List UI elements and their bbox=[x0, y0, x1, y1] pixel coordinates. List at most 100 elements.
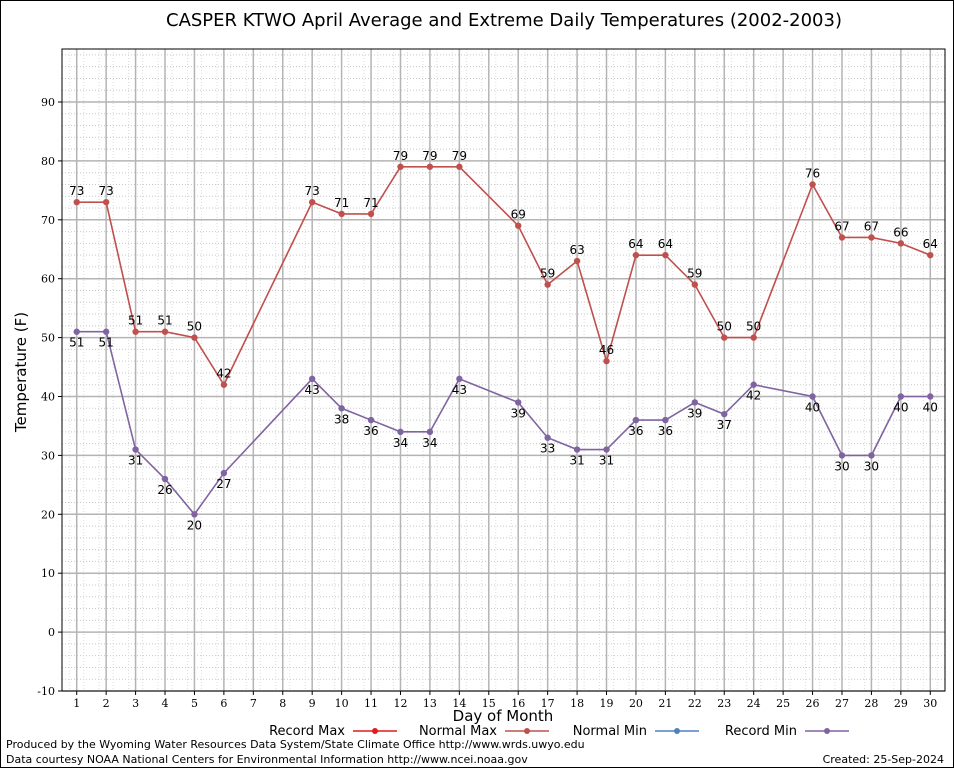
record-min-point bbox=[897, 393, 905, 400]
y-tick-label: 60 bbox=[41, 273, 55, 286]
x-tick-label: 5 bbox=[191, 697, 198, 710]
normal-max-point bbox=[161, 328, 169, 335]
record-min-data-label: 30 bbox=[834, 459, 849, 473]
normal-max-point bbox=[721, 334, 728, 341]
x-tick-label: 9 bbox=[309, 697, 316, 710]
normal-max-point bbox=[367, 210, 375, 218]
normal-max-point bbox=[102, 198, 110, 206]
x-tick-label: 27 bbox=[835, 697, 849, 710]
y-tick-label: 20 bbox=[41, 508, 55, 521]
x-tick-label: 12 bbox=[393, 697, 407, 710]
record-min-point bbox=[73, 328, 80, 335]
normal-max-data-label: 69 bbox=[511, 208, 526, 222]
x-tick-label: 17 bbox=[541, 697, 555, 710]
y-tick-label: 10 bbox=[41, 567, 55, 580]
record-min-point bbox=[220, 469, 228, 477]
normal-max-data-label: 42 bbox=[216, 367, 231, 381]
y-tick-label: -10 bbox=[37, 685, 55, 698]
normal-max-point bbox=[338, 210, 345, 218]
y-tick-label: 80 bbox=[41, 155, 55, 168]
normal-max-data-label: 50 bbox=[187, 320, 202, 334]
normal-max-data-label: 50 bbox=[746, 320, 761, 334]
normal-max-line bbox=[76, 165, 931, 387]
normal-max-data-label: 64 bbox=[658, 237, 673, 251]
record-min-data-label: 31 bbox=[599, 454, 614, 468]
legend-label-normal-max: Normal Max bbox=[419, 724, 497, 739]
y-tick-label: 0 bbox=[48, 626, 55, 639]
normal-max-data-label: 46 bbox=[599, 343, 614, 357]
y-axis-label: Temperature (F) bbox=[12, 312, 30, 433]
record-min-data-label: 37 bbox=[717, 418, 732, 432]
record-min-point bbox=[456, 375, 463, 383]
normal-max-point bbox=[632, 251, 640, 259]
normal-max-data-label: 51 bbox=[128, 314, 143, 328]
legend: Record Max Normal Max Normal Min Record Min bbox=[269, 724, 849, 739]
record-min-point bbox=[132, 446, 139, 453]
record-min-point bbox=[632, 416, 640, 424]
x-tick-label: 14 bbox=[452, 697, 466, 710]
record-min-point bbox=[927, 393, 934, 400]
normal-max-data-label: 66 bbox=[893, 225, 908, 239]
normal-max-point bbox=[603, 357, 610, 365]
normal-max-data-label: 79 bbox=[393, 149, 408, 163]
x-tick-label: 25 bbox=[776, 697, 790, 710]
x-tick-label: 1 bbox=[73, 697, 80, 710]
normal-max-point bbox=[691, 281, 699, 288]
record-min-data-label: 36 bbox=[658, 424, 673, 438]
normal-max-data-label: 59 bbox=[540, 267, 555, 281]
footer-produced-by: Produced by the Wyoming Water Resources … bbox=[6, 738, 585, 751]
normal-max-data-label: 79 bbox=[452, 149, 467, 163]
x-tick-label: 10 bbox=[335, 697, 349, 710]
x-tick-label: 2 bbox=[103, 697, 110, 710]
record-min-point bbox=[367, 416, 375, 424]
normal-max-data-label: 73 bbox=[69, 184, 84, 198]
record-min-point bbox=[308, 375, 316, 383]
normal-max-point bbox=[927, 251, 934, 259]
record-min-data-label: 31 bbox=[569, 454, 584, 468]
x-tick-label: 20 bbox=[629, 697, 643, 710]
record-min-data-label: 40 bbox=[923, 401, 938, 415]
normal-max-point bbox=[750, 334, 757, 341]
normal-max-data-label: 67 bbox=[834, 219, 849, 233]
x-tick-label: 19 bbox=[600, 697, 614, 710]
normal-max-point bbox=[897, 240, 905, 247]
normal-max-data-label: 59 bbox=[687, 267, 702, 281]
normal-max-point bbox=[868, 234, 875, 241]
record-min-point bbox=[515, 399, 522, 406]
record-min-point bbox=[426, 428, 434, 436]
normal-max-data-label: 64 bbox=[628, 237, 643, 251]
x-tick-label: 11 bbox=[364, 697, 378, 710]
y-tick-label: 70 bbox=[41, 214, 55, 227]
record-min-point bbox=[338, 405, 345, 412]
x-tick-label: 3 bbox=[132, 697, 139, 710]
normal-max-point bbox=[191, 334, 198, 341]
normal-max-point bbox=[308, 198, 316, 206]
x-tick-label: 23 bbox=[717, 697, 731, 710]
record-min-data-label: 34 bbox=[422, 436, 437, 450]
normal-max-point bbox=[220, 381, 228, 388]
record-min-data-label: 26 bbox=[157, 483, 172, 497]
record-min-data-label: 43 bbox=[305, 383, 320, 397]
normal-max-point bbox=[515, 222, 522, 229]
x-tick-label: 7 bbox=[250, 697, 257, 710]
x-tick-label: 16 bbox=[511, 697, 525, 710]
normal-max-point bbox=[662, 251, 669, 259]
normal-max-data-label: 71 bbox=[334, 196, 349, 210]
normal-max-point bbox=[573, 257, 581, 265]
y-tick-label: 40 bbox=[41, 391, 55, 404]
x-tick-label: 24 bbox=[747, 697, 761, 710]
record-min-point bbox=[573, 446, 581, 453]
record-min-data-label: 51 bbox=[69, 336, 84, 350]
normal-max-data-label: 64 bbox=[923, 237, 938, 251]
y-tick-label: 30 bbox=[41, 449, 55, 462]
legend-marker-normal-max bbox=[524, 728, 530, 734]
normal-max-data-label: 73 bbox=[99, 184, 114, 198]
record-min-data-label: 40 bbox=[805, 401, 820, 415]
normal-max-data-label: 79 bbox=[422, 149, 437, 163]
chart-title: CASPER KTWO April Average and Extreme Da… bbox=[166, 10, 842, 31]
legend-marker-normal-min bbox=[674, 728, 680, 734]
record-min-point bbox=[397, 428, 404, 436]
x-tick-label: 21 bbox=[658, 697, 672, 710]
legend-marker-record-max bbox=[372, 728, 378, 734]
